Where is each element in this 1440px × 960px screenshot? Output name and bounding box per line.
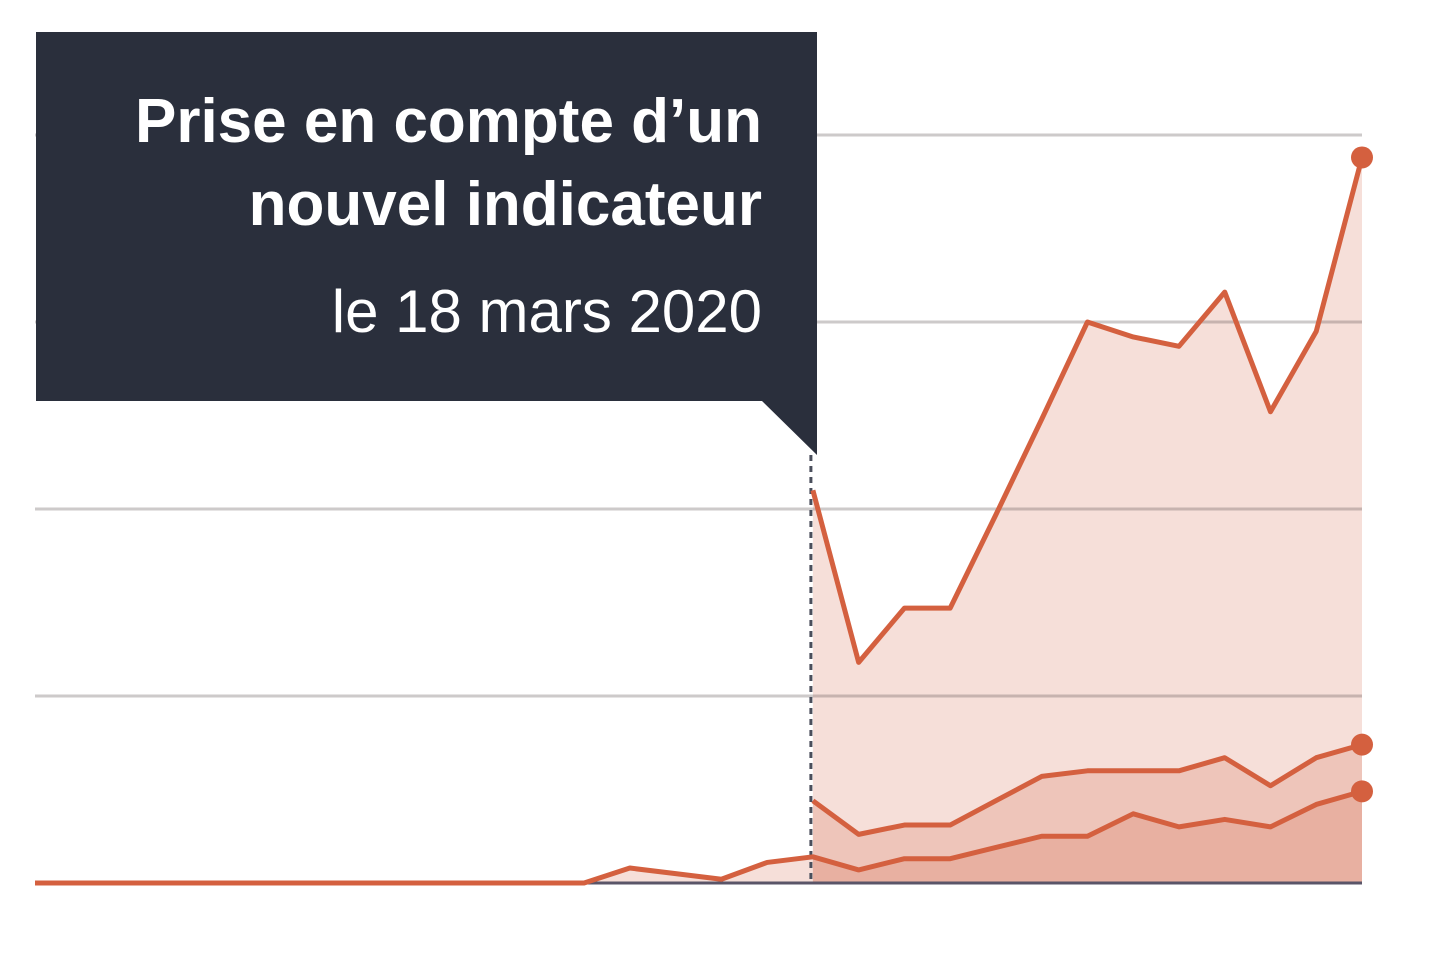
annotation-text: le 18 mars 2020	[332, 278, 762, 345]
annotation: Prise en compte d’un nouvel indicateur l…	[36, 32, 817, 455]
area	[35, 791, 1362, 883]
end-dot	[1351, 780, 1373, 803]
annotation-box	[36, 32, 817, 455]
annotation-title: Prise en compte d’un	[135, 87, 762, 156]
annotation-title: nouvel indicateur	[249, 170, 762, 239]
end-dot	[1351, 733, 1373, 756]
area	[812, 744, 1362, 883]
area	[812, 157, 1362, 883]
line	[811, 742, 1363, 837]
line	[810, 156, 1365, 665]
line	[35, 788, 1363, 886]
end-dot	[1351, 146, 1373, 169]
